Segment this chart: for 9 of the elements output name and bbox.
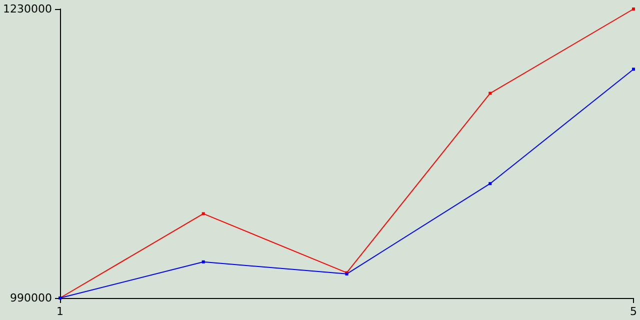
y-tick-label: 1230000 — [2, 2, 52, 16]
x-tick-label: 5 — [630, 305, 637, 318]
point — [202, 212, 205, 216]
point — [632, 68, 635, 71]
y-tick-label: 990000 — [10, 292, 52, 304]
x-tick-label: 1 — [56, 305, 64, 318]
point — [202, 260, 205, 264]
point — [488, 182, 492, 186]
point — [488, 92, 492, 95]
